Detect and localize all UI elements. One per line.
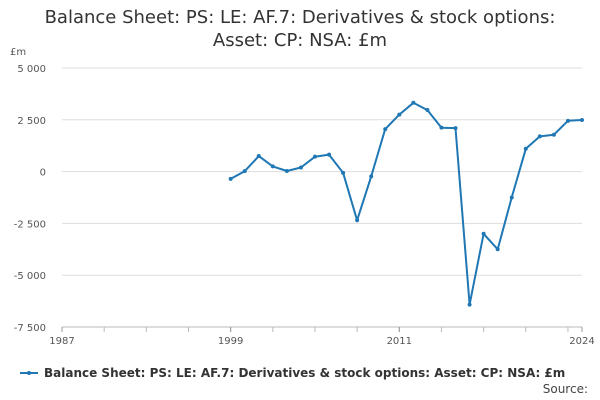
data-point[interactable] [537, 134, 542, 139]
x-tick-label: 2011 [387, 336, 412, 347]
y-tick-label: 5 000 [17, 64, 46, 75]
x-tick-label: 2024 [569, 336, 594, 347]
data-point[interactable] [425, 108, 430, 113]
data-point[interactable] [439, 125, 444, 130]
data-point[interactable] [256, 154, 261, 159]
y-tick-label: 2 500 [17, 116, 46, 127]
data-point[interactable] [453, 126, 458, 131]
series-layer [228, 100, 584, 307]
chart-title-line-1: Balance Sheet: PS: LE: AF.7: Derivatives… [44, 7, 556, 28]
y-tick-label: 0 [40, 168, 46, 179]
x-tick-label: 1987 [49, 336, 74, 347]
grid-layer [62, 67, 582, 328]
legend-series-swatch [20, 368, 38, 378]
data-point[interactable] [523, 146, 528, 151]
legend[interactable]: Balance Sheet: PS: LE: AF.7: Derivatives… [20, 366, 565, 380]
data-point[interactable] [270, 164, 275, 169]
chart-title: Balance Sheet: PS: LE: AF.7: Derivatives… [0, 6, 600, 52]
data-point[interactable] [228, 176, 233, 181]
chart-title-line-2: Asset: CP: NSA: £m [212, 30, 388, 51]
data-point[interactable] [327, 152, 332, 157]
x-tick-label: 1999 [218, 336, 243, 347]
data-point[interactable] [580, 118, 584, 123]
data-point[interactable] [284, 168, 289, 173]
y-tick-label: -5 000 [14, 271, 46, 282]
data-point[interactable] [467, 302, 472, 307]
data-point[interactable] [495, 247, 500, 252]
y-tick-label: -2 500 [14, 219, 46, 230]
data-point[interactable] [551, 132, 556, 137]
legend-series-label: Balance Sheet: PS: LE: AF.7: Derivatives… [44, 366, 566, 380]
y-tick-label: -7 500 [14, 323, 46, 334]
data-point[interactable] [242, 169, 247, 174]
data-point[interactable] [565, 118, 570, 123]
data-point[interactable] [312, 154, 317, 159]
data-point[interactable] [369, 174, 374, 179]
data-point[interactable] [298, 165, 303, 170]
data-point[interactable] [341, 170, 346, 175]
source-label: Source: [542, 382, 588, 396]
data-point[interactable] [355, 218, 360, 223]
data-point[interactable] [383, 127, 388, 132]
data-point[interactable] [509, 195, 514, 200]
y-axis-unit-label: £m [10, 47, 26, 58]
series-line [230, 101, 583, 306]
data-point[interactable] [397, 112, 402, 117]
data-point[interactable] [481, 231, 486, 236]
data-point[interactable] [411, 100, 416, 105]
